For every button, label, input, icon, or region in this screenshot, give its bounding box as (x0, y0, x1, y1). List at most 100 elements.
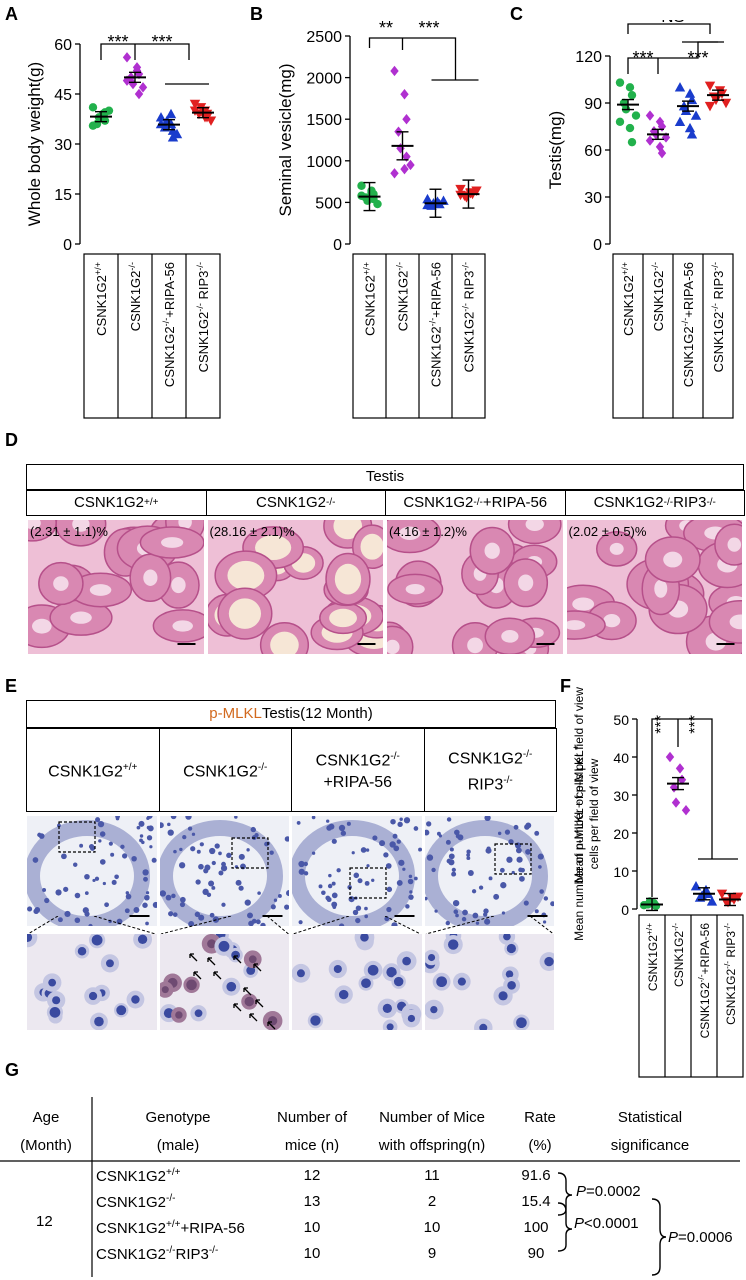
data-point (720, 98, 732, 109)
data-point (406, 159, 415, 171)
y-axis-label: Seminal vesicle(mg) (276, 63, 295, 216)
panel-e: p-MLKL Testis(12 Month) CSNK1G2+/+ CSNK1G… (26, 700, 557, 1030)
ihc-high-magnification-image (27, 934, 157, 1030)
significance-stars: *** (687, 715, 704, 734)
ihc-low-magnification-image (159, 816, 289, 926)
category-label: CSNK1G2-/- RIP3-/- (722, 923, 738, 1025)
panel-label-a: A (5, 4, 18, 24)
data-point (422, 193, 433, 204)
y-tick-label: 0 (593, 237, 602, 254)
offspring-count-cell: 9 (427, 1245, 437, 1262)
data-point (671, 797, 681, 808)
data-point (189, 106, 201, 116)
data-point (128, 78, 138, 90)
table-header: Number of (276, 1109, 348, 1126)
y-tick-label: 1500 (306, 112, 342, 129)
genotype-cell: CSNK1G2+/++RIPA-56 (96, 1219, 245, 1237)
panel-label-b: B (250, 4, 263, 24)
panel-g-rules (0, 1097, 740, 1277)
mice-count-cell: 13 (303, 1193, 321, 1210)
significance-stars: *** (687, 48, 708, 68)
significance-stars: ** (379, 20, 393, 38)
panel-g-table: Age (Month) Genotype (male) Number of mice (n… (0, 1095, 746, 1280)
age-cell: 12 (36, 1213, 53, 1230)
rate-cell: 90 (527, 1245, 545, 1262)
data-point (645, 135, 655, 146)
panel-e-genotype-header: CSNK1G2-/- RIP3-/- (423, 728, 557, 812)
data-point (661, 132, 671, 143)
panel-label-f: F (560, 676, 571, 696)
y-tick-label: 0 (333, 237, 342, 254)
y-axis-label: Whole body weight(g) (25, 62, 44, 226)
category-label: CSNK1G2-/- RIP3-/- (195, 262, 211, 372)
category-label: CSNK1G2-/- (395, 262, 411, 331)
y-tick-label: 30 (613, 788, 629, 804)
table-header: (%) (528, 1137, 552, 1154)
panel-d: Testis CSNK1G2 +/+ CSNK1G2 -/- CSNK1G2 -/- +R… (26, 464, 745, 654)
data-point (155, 118, 167, 129)
y-tick-label: 0 (63, 237, 72, 254)
data-point (627, 137, 637, 147)
table-header: significance (610, 1137, 690, 1154)
data-point (655, 141, 665, 153)
mice-count-cell: 10 (303, 1245, 321, 1262)
panel-d-genotype-header: CSNK1G2 -/- +RIPA-56 (385, 490, 566, 516)
table-header: mice (n) (284, 1137, 340, 1154)
table-header: Statistical (617, 1109, 683, 1126)
data-point (686, 129, 698, 139)
category-label: CSNK1G2-/- RIP3-/- (461, 262, 477, 372)
data-point (625, 83, 635, 92)
table-header: Number of Mice (379, 1109, 485, 1126)
genotype-cell: CSNK1G2-/-RIP3-/- (96, 1245, 219, 1263)
data-point (390, 65, 399, 77)
data-point (402, 114, 411, 125)
panel-label-d: D (5, 430, 18, 450)
data-point (122, 75, 132, 86)
rate-cell: 91.6 (521, 1167, 551, 1184)
data-point (674, 82, 686, 92)
category-label: CSNK1G2-/-+RIPA-56 (428, 262, 444, 387)
data-point (455, 184, 466, 195)
data-point (704, 101, 716, 112)
p-value: P=0.0006 (668, 1229, 733, 1246)
category-label: CSNK1G2+/+ (644, 923, 660, 991)
data-point (674, 116, 686, 126)
significance-stars: *** (632, 48, 653, 68)
y-axis-label: Mean number of p-MLKL+ cells per field o… (572, 687, 586, 941)
data-point (165, 108, 177, 119)
data-point (400, 89, 409, 100)
category-label: CSNK1G2+/+ (620, 262, 636, 336)
data-point (132, 65, 142, 76)
table-header: (Month) (20, 1137, 72, 1154)
panel-e-genotype-header: CSNK1G2-/- +RIPA-56 (291, 728, 425, 812)
data-point (716, 89, 728, 99)
zoom-guide-lines (425, 916, 554, 935)
y-tick-label: 10 (613, 864, 629, 880)
data-point (122, 52, 132, 63)
data-point (684, 122, 696, 133)
table-header: Rate (524, 1109, 556, 1126)
data-point (471, 186, 482, 196)
data-point (732, 892, 744, 903)
genotype-cell: CSNK1G2-/- (96, 1193, 176, 1211)
data-point (631, 111, 641, 120)
category-label: CSNK1G2+/+ (93, 262, 109, 336)
y-tick-label: 45 (54, 87, 72, 104)
data-point (657, 147, 667, 159)
ihc-low-magnification-image (27, 816, 157, 926)
panel-d-genotype-header: CSNK1G2 -/- (205, 490, 386, 516)
category-label: CSNK1G2-/- (670, 923, 686, 987)
data-point (455, 190, 466, 201)
damage-percentage: (2.02 ± 0.5)% (568, 524, 647, 539)
y-tick-label: 500 (315, 195, 342, 212)
significance-stars: *** (151, 32, 172, 52)
data-point (615, 78, 625, 87)
category-label: CSNK1G2+/+ (362, 262, 378, 336)
chart-b-seminal-vesicle: 0 500 1000 1500 2000 2500 Seminal vesicle(mg) C… (276, 20, 486, 419)
data-point (704, 81, 716, 91)
he-stain-image: (28.16 ± 2.1)% (207, 520, 383, 654)
data-point (627, 90, 637, 100)
category-label: CSNK1G2-/- RIP3-/- (710, 262, 726, 372)
ns-label: NS (661, 20, 685, 26)
data-point (690, 110, 702, 120)
